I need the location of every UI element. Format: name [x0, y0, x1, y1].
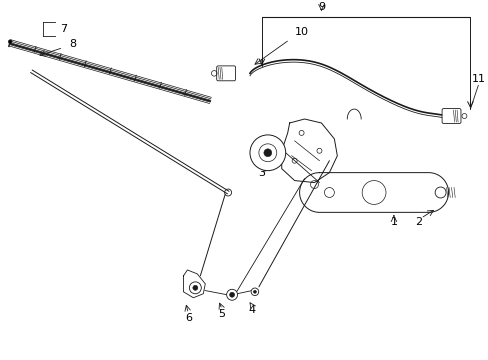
Text: 1: 1 [389, 217, 397, 227]
Circle shape [253, 290, 256, 293]
Text: 3: 3 [258, 168, 265, 177]
Text: 7: 7 [60, 24, 67, 33]
Circle shape [189, 282, 201, 294]
Circle shape [8, 40, 12, 44]
Circle shape [192, 285, 198, 290]
Text: 4: 4 [248, 305, 255, 315]
Circle shape [226, 289, 237, 300]
Text: 8: 8 [69, 39, 77, 49]
Circle shape [264, 149, 271, 157]
Polygon shape [281, 119, 337, 183]
Circle shape [434, 187, 445, 198]
Text: 5: 5 [218, 309, 225, 319]
FancyBboxPatch shape [441, 109, 460, 123]
Polygon shape [299, 173, 447, 212]
Text: 6: 6 [184, 312, 191, 323]
FancyBboxPatch shape [216, 66, 235, 81]
Text: 9: 9 [317, 2, 325, 12]
Circle shape [249, 135, 285, 171]
Text: 10: 10 [294, 27, 308, 37]
Text: 2: 2 [414, 217, 422, 227]
Circle shape [229, 292, 234, 297]
Text: 11: 11 [470, 74, 485, 84]
Circle shape [251, 288, 258, 296]
Polygon shape [183, 270, 205, 298]
